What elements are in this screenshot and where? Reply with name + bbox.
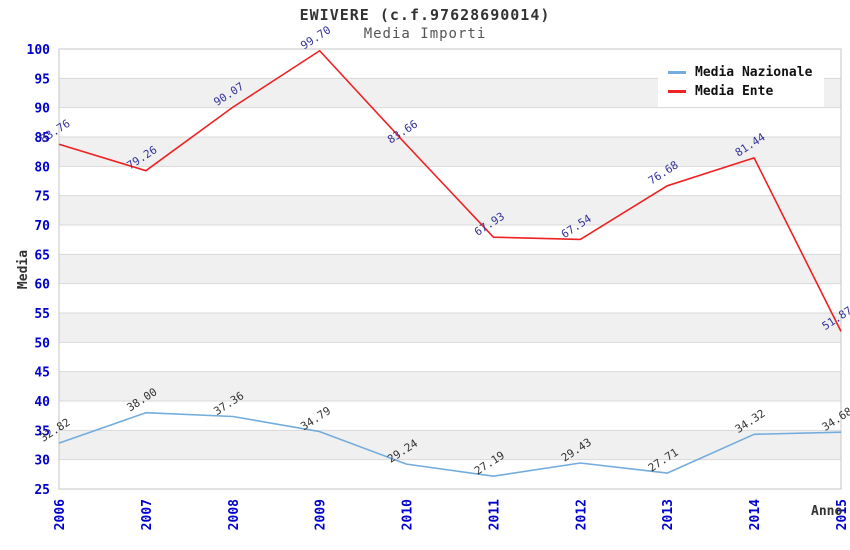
y-tick-label: 50 xyxy=(34,336,50,351)
legend-label-media-ente: Media Ente xyxy=(695,84,774,99)
plot-border xyxy=(58,48,842,490)
plot-band xyxy=(59,283,841,313)
y-tick-label: 55 xyxy=(34,307,50,322)
x-tick-label: 2014 xyxy=(748,499,763,530)
plot-band xyxy=(59,342,841,372)
y-tick-label: 80 xyxy=(34,160,50,175)
y-tick-label: 60 xyxy=(34,278,50,293)
x-tick-label: 2008 xyxy=(227,499,242,530)
y-tick-label: 85 xyxy=(34,131,50,146)
y-tick-label: 100 xyxy=(27,43,51,58)
legend: Media Nazionale Media Ente xyxy=(658,57,825,107)
x-tick-label: 2006 xyxy=(53,499,68,530)
y-tick-label: 75 xyxy=(34,190,50,205)
plot-band xyxy=(59,430,841,460)
chart-subtitle: Media Importi xyxy=(363,26,487,42)
x-tick-label: 2012 xyxy=(574,499,589,530)
y-tick-label: 95 xyxy=(34,72,50,87)
y-axis-title: Media xyxy=(16,249,32,290)
y-tick-label: 70 xyxy=(34,219,50,234)
series-line-media-nazionale xyxy=(58,411,842,477)
legend-item-media-nazionale: Media Nazionale xyxy=(668,63,812,82)
plot-band xyxy=(59,195,841,225)
x-tick-label: 2009 xyxy=(314,499,329,530)
y-tick-label: 25 xyxy=(34,483,50,498)
y-tick-label: 40 xyxy=(34,395,50,410)
y-tick-label: 90 xyxy=(34,102,50,117)
legend-item-media-ente: Media Ente xyxy=(668,82,812,101)
plot-band xyxy=(59,313,841,343)
chart-title: EWIVERE (c.f.97628690014) xyxy=(299,6,551,24)
plot-band xyxy=(59,459,841,489)
plot-band xyxy=(59,401,841,431)
plot-band xyxy=(59,137,841,167)
x-tick-label: 2011 xyxy=(487,499,502,530)
x-tick-label: 2015 xyxy=(835,499,850,530)
y-tick-label: 35 xyxy=(34,424,50,439)
y-tick-label: 45 xyxy=(34,366,50,381)
plot-band xyxy=(59,254,841,284)
data-label: 99.70 xyxy=(298,23,333,52)
y-tick-label: 30 xyxy=(34,454,50,469)
legend-swatch-blue-line xyxy=(668,71,686,74)
plot-band xyxy=(59,107,841,137)
plot-band xyxy=(59,371,841,401)
x-tick-label: 2010 xyxy=(401,499,416,530)
x-tick-label: 2013 xyxy=(661,499,676,530)
x-axis-title: Anno xyxy=(811,504,843,519)
plot-band xyxy=(59,225,841,255)
legend-label-media-nazionale: Media Nazionale xyxy=(695,65,813,80)
x-tick-label: 2007 xyxy=(140,499,155,530)
legend-swatch-red-line xyxy=(668,90,686,93)
series-line-media-ente xyxy=(58,49,842,332)
y-tick-label: 65 xyxy=(34,248,50,263)
